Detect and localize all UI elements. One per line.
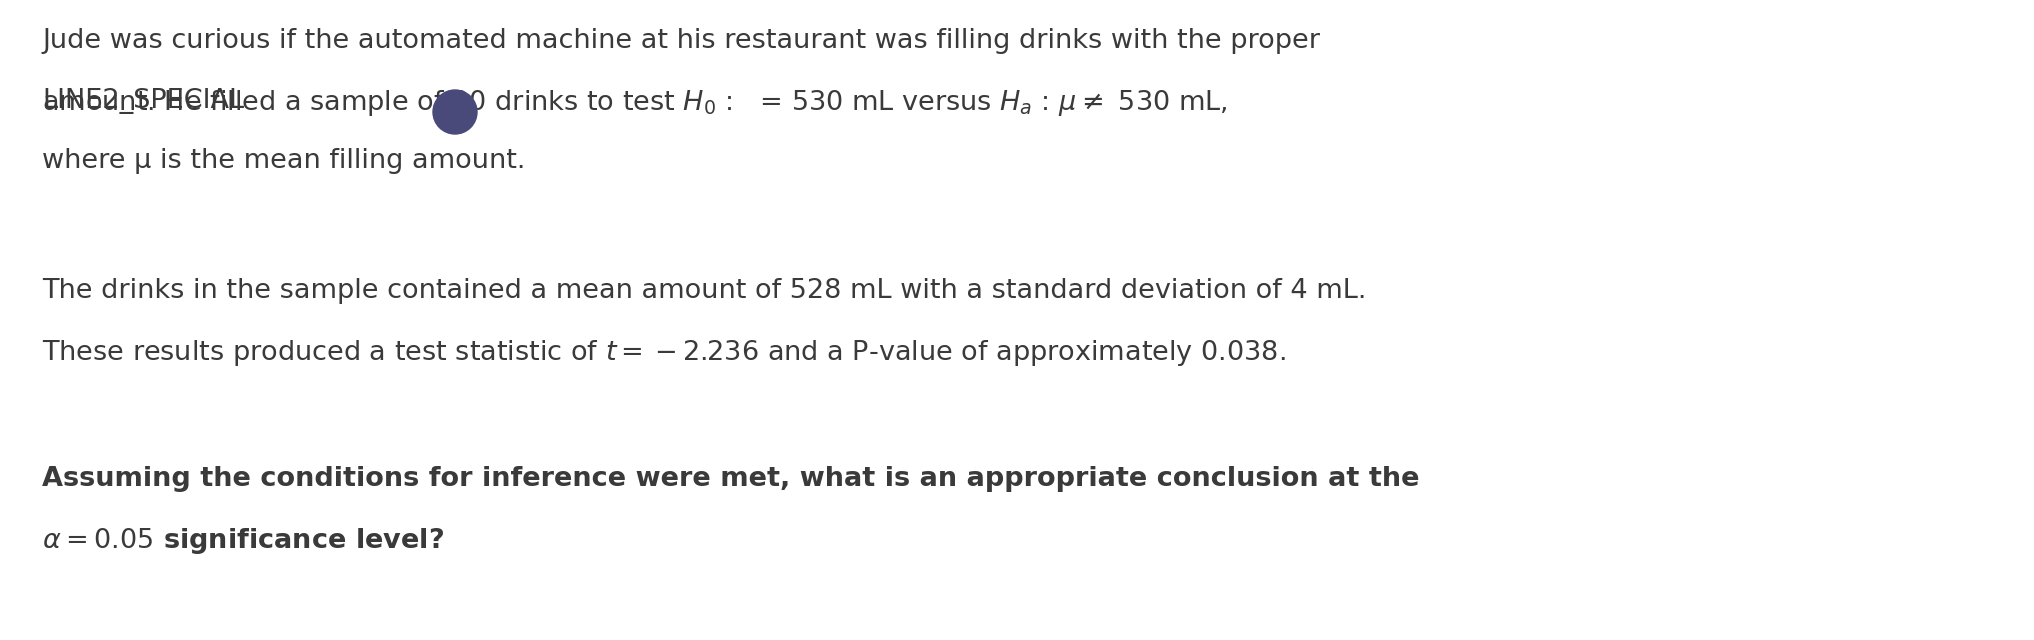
Circle shape	[433, 90, 478, 134]
Text: The drinks in the sample contained a mean amount of 528 mL with a standard devia: The drinks in the sample contained a mea…	[43, 278, 1367, 304]
Text: where μ is the mean filling amount.: where μ is the mean filling amount.	[43, 148, 525, 174]
Text: LINE2_SPECIAL: LINE2_SPECIAL	[43, 88, 244, 114]
Text: amount. He filled a sample of 20 drinks to test $H_0$ :   = 530 mL versus $H_a$ : amount. He filled a sample of 20 drinks …	[43, 88, 1229, 118]
Text: $\alpha = 0.05$ significance level?: $\alpha = 0.05$ significance level?	[43, 526, 443, 556]
Text: Assuming the conditions for inference were met, what is an appropriate conclusio: Assuming the conditions for inference we…	[43, 466, 1420, 492]
Text: Jude was curious if the automated machine at his restaurant was filling drinks w: Jude was curious if the automated machin…	[43, 28, 1320, 54]
Text: These results produced a test statistic of $t = -2.236$ and a P-value of approxi: These results produced a test statistic …	[43, 338, 1285, 368]
